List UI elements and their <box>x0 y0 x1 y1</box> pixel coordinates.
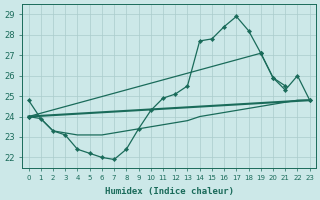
X-axis label: Humidex (Indice chaleur): Humidex (Indice chaleur) <box>105 187 234 196</box>
